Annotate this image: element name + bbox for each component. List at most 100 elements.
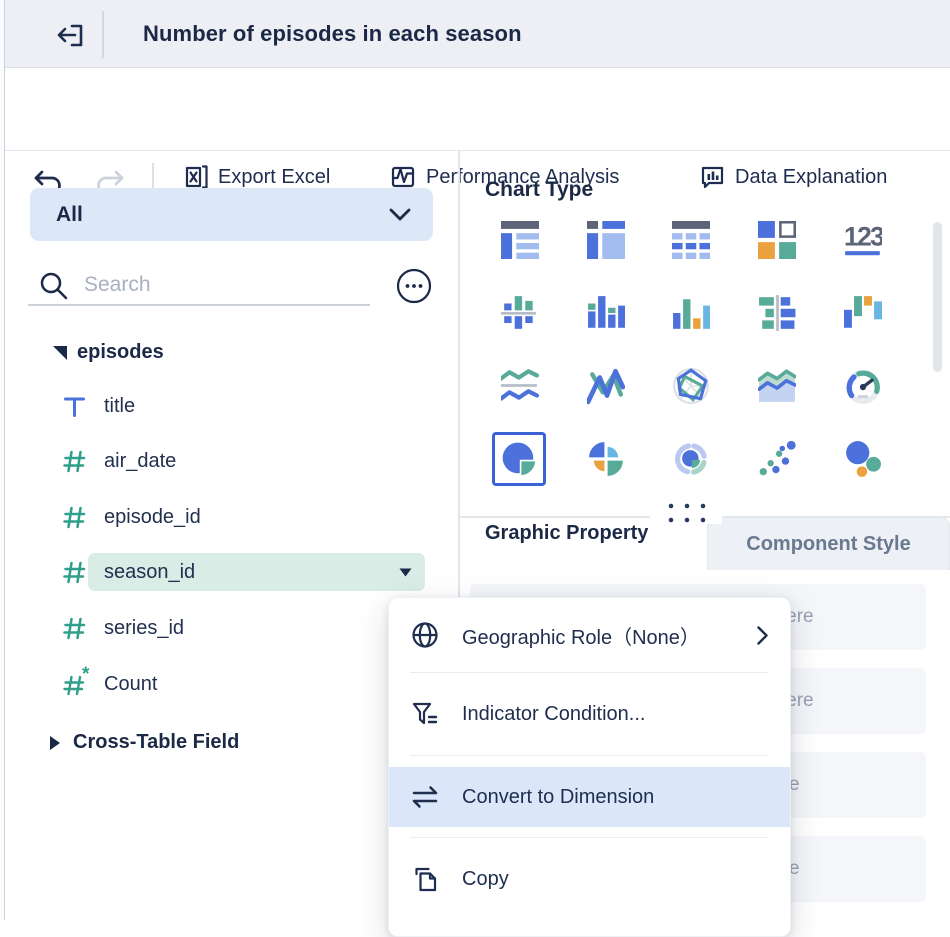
- table-filter-dropdown[interactable]: All: [30, 188, 433, 241]
- menu-divider: [410, 837, 769, 838]
- menu-item-label: Copy: [462, 868, 509, 890]
- column-icon: [673, 299, 710, 329]
- chart-type-area[interactable]: [750, 359, 804, 413]
- tab-graphic-property[interactable]: Graphic Property: [485, 522, 648, 545]
- calculated-number-field-icon: [63, 675, 85, 696]
- search-icon: [40, 272, 68, 300]
- chart-type-stacked-column[interactable]: [579, 286, 633, 340]
- menu-item-indicator-condition[interactable]: Indicator Condition...: [389, 673, 790, 755]
- table-filter-value: All: [56, 202, 83, 226]
- chart-type-donut[interactable]: [664, 432, 718, 486]
- chart-type-waterfall[interactable]: [836, 286, 890, 340]
- field-label: air_date: [104, 449, 177, 472]
- field-context-menu: Geographic Role（None） Indicator Conditio…: [388, 597, 791, 937]
- data-explanation-icon: [701, 166, 724, 189]
- field-row-series-id[interactable]: series_id: [0, 609, 450, 647]
- app-edge-strip: [0, 0, 5, 920]
- performance-analysis-icon: [391, 166, 415, 188]
- data-explanation-label: Data Explanation: [735, 165, 888, 188]
- pie-icon: [502, 442, 537, 477]
- filter-condition-icon: [411, 700, 439, 728]
- tree-group-episodes[interactable]: episodes: [0, 333, 450, 371]
- chart-type-gauge[interactable]: [836, 359, 890, 413]
- partition-line-icon: [501, 369, 539, 401]
- menu-item-convert-to-dimension[interactable]: Convert to Dimension: [389, 767, 790, 827]
- chart-type-kpi-indicator[interactable]: 123: [836, 213, 890, 267]
- chart-type-title: Chart Type: [485, 178, 594, 201]
- bubble-icon: [846, 441, 881, 477]
- chart-type-multi-line[interactable]: [579, 359, 633, 413]
- multi-line-icon: [587, 368, 625, 405]
- menu-item-label: Indicator Condition...: [462, 702, 646, 725]
- search-input[interactable]: [84, 268, 334, 302]
- chart-grid-scrollbar[interactable]: [933, 222, 942, 372]
- donut-icon: [674, 443, 707, 475]
- field-more-options-button[interactable]: [396, 268, 432, 304]
- chart-type-partition-line[interactable]: [493, 359, 547, 413]
- cross-table-field-label: Cross-Table Field: [73, 730, 240, 753]
- cross-table-icon: [672, 221, 710, 259]
- chart-type-cross-table[interactable]: [664, 213, 718, 267]
- chart-type-bidirectional-bar[interactable]: [750, 286, 804, 340]
- radar-icon: [673, 368, 709, 404]
- performance-analysis-label: Performance Analysis: [426, 165, 620, 188]
- field-row-count[interactable]: * Count: [0, 664, 450, 703]
- ellipsis-circle-icon: [396, 268, 432, 304]
- caret-expanded-icon: [53, 346, 67, 360]
- detail-table-icon: [587, 221, 625, 259]
- gauge-icon: [846, 370, 880, 404]
- field-row-episode-id[interactable]: episode_id: [0, 498, 450, 536]
- field-label: title: [104, 394, 136, 417]
- panel-divider: [458, 151, 460, 920]
- tab-graphic-property-label: Graphic Property: [485, 522, 649, 544]
- menu-item-label: Convert to Dimension: [462, 785, 655, 808]
- chart-type-scatter[interactable]: [750, 432, 804, 486]
- field-row-air-date[interactable]: air_date: [0, 442, 450, 480]
- caret-collapsed-icon: [50, 736, 60, 750]
- chart-type-bipolar-column[interactable]: [493, 286, 547, 340]
- field-label: Count: [104, 672, 158, 695]
- number-field-icon: [63, 450, 86, 473]
- chart-type-grouped-table[interactable]: [493, 213, 547, 267]
- field-label: series_id: [104, 616, 185, 639]
- tree-group-cross-table[interactable]: Cross-Table Field: [0, 723, 450, 761]
- field-row-season-id[interactable]: season_id: [0, 553, 450, 591]
- chart-type-card[interactable]: [750, 213, 804, 267]
- field-label: season_id: [104, 560, 196, 583]
- chart-type-column[interactable]: [664, 286, 718, 340]
- copy-icon: [411, 866, 439, 894]
- field-row-title[interactable]: title: [0, 387, 450, 425]
- toolbar: Export Excel Performance Analysis Data E…: [5, 68, 950, 207]
- chevron-down-icon: [389, 208, 411, 221]
- export-excel-label: Export Excel: [218, 165, 331, 188]
- six-dots-icon: [668, 503, 706, 523]
- calculated-asterisk: *: [82, 664, 90, 685]
- performance-analysis-button[interactable]: Performance Analysis: [390, 136, 619, 218]
- text-field-icon: [64, 397, 85, 417]
- tab-component-style-label: Component Style: [746, 532, 911, 555]
- field-row-season-id-selected[interactable]: [88, 553, 425, 591]
- chart-type-bubble[interactable]: [836, 432, 890, 486]
- rose-pie-icon: [589, 442, 623, 476]
- panel-drag-handle[interactable]: [666, 501, 708, 525]
- chart-type-pie[interactable]: [492, 432, 546, 486]
- number-field-icon: [63, 561, 86, 584]
- menu-divider: [410, 755, 769, 756]
- toolbar-divider: [152, 163, 154, 207]
- number-field-icon: [63, 506, 86, 529]
- stacked-column-icon: [588, 296, 625, 328]
- back-button[interactable]: [55, 21, 91, 49]
- chevron-right-icon: [757, 625, 768, 645]
- export-excel-button[interactable]: Export Excel: [183, 136, 330, 218]
- menu-item-geographic-role[interactable]: Geographic Role（None）: [389, 598, 790, 672]
- chart-type-detail-table[interactable]: [579, 213, 633, 267]
- tab-component-style[interactable]: Component Style: [707, 517, 950, 570]
- menu-item-copy[interactable]: Copy: [389, 838, 790, 921]
- field-menu-caret-icon[interactable]: [399, 568, 412, 577]
- data-explanation-button[interactable]: Data Explanation: [699, 136, 887, 218]
- bipolar-column-icon: [501, 296, 536, 329]
- chart-type-radar[interactable]: [664, 359, 718, 413]
- swap-arrows-icon: [411, 785, 439, 809]
- menu-divider: [410, 672, 769, 673]
- chart-type-rose-pie[interactable]: [579, 432, 633, 486]
